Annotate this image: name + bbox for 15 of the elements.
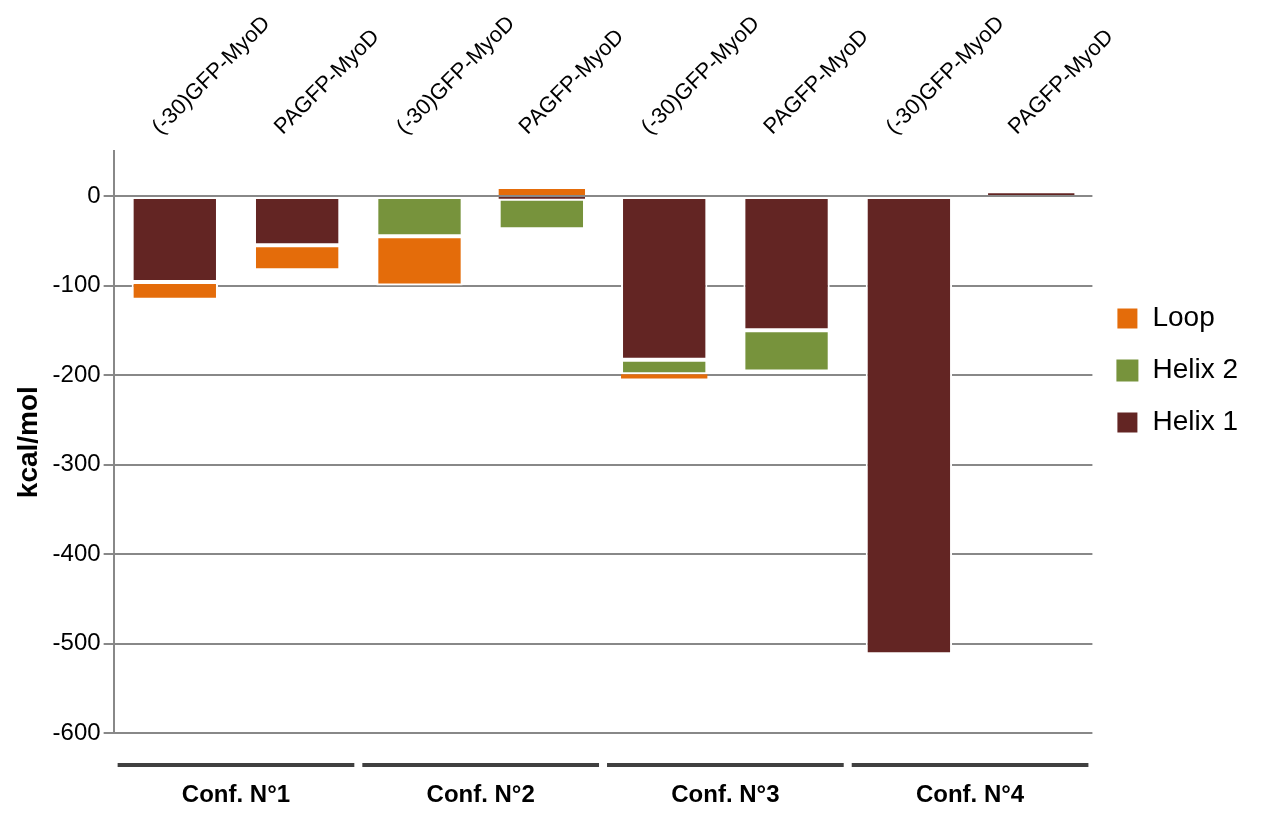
y-tick-label: -600 xyxy=(52,717,101,745)
y-tick-label: 0 xyxy=(87,180,101,208)
y-tick-label: -500 xyxy=(52,628,101,656)
y-tick-label: -200 xyxy=(52,359,101,387)
text: Conf. N°1 xyxy=(181,779,291,807)
text: Conf. N°2 xyxy=(426,779,535,807)
legend-label: Loop xyxy=(1152,301,1215,333)
y-axis-title: kcal/mol xyxy=(11,386,43,499)
legend-label: Helix 2 xyxy=(1152,353,1239,385)
y-tick-label: -100 xyxy=(52,270,101,298)
y-tick-label: -400 xyxy=(52,538,101,566)
text: Conf. N°3 xyxy=(671,779,780,807)
text: Conf. N°4 xyxy=(915,779,1025,807)
y-tick-label: -300 xyxy=(52,449,101,477)
legend-label: Helix 1 xyxy=(1152,405,1239,437)
